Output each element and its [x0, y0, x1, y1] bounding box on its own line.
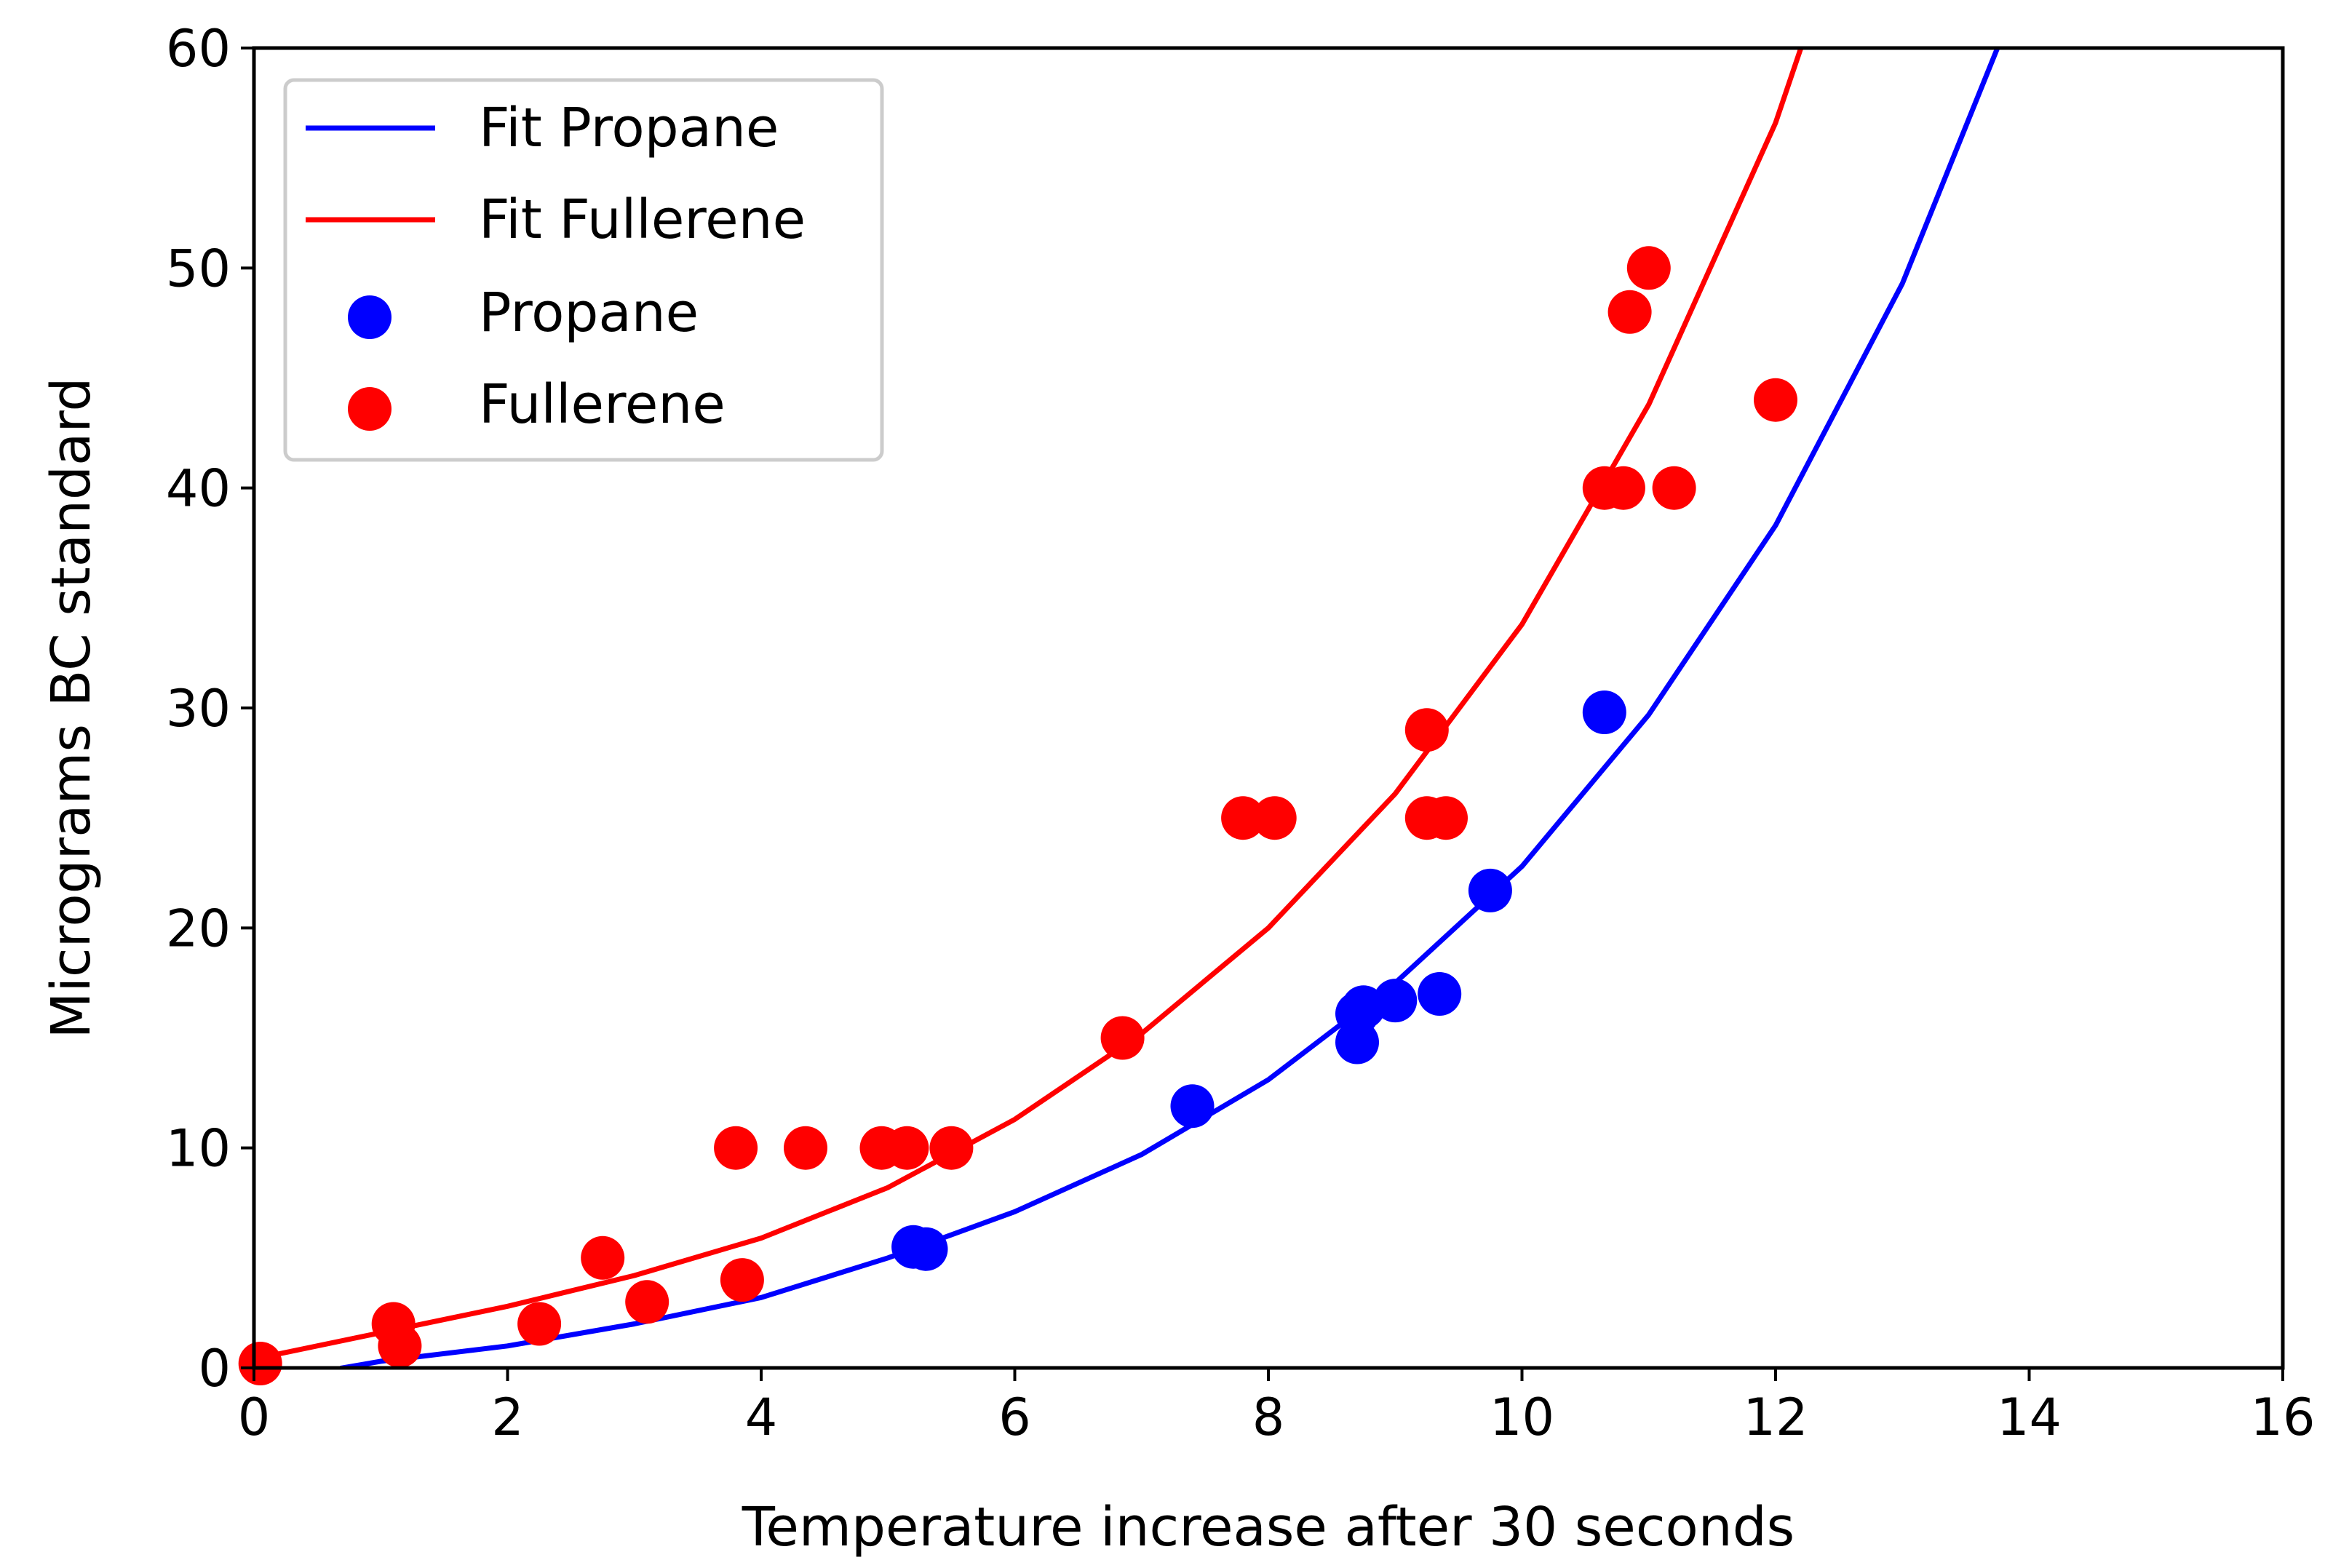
- y-tick-label: 40: [166, 459, 231, 519]
- legend-label-fit-propane: Fit Propane: [479, 97, 779, 159]
- y-axis-ticks: 0 10 20 30 40 50 60: [166, 19, 254, 1398]
- series-line-fit-fullerene: [254, 48, 1804, 1362]
- x-tick-label: 16: [2250, 1388, 2315, 1447]
- y-tick-label: 0: [198, 1339, 231, 1398]
- x-tick-label: 10: [1490, 1388, 1554, 1447]
- legend: Fit Propane Fit Fullerene Propane Fuller…: [283, 78, 884, 462]
- data-point-fullerene: [720, 1258, 764, 1302]
- x-tick-label: 8: [1252, 1388, 1285, 1447]
- x-tick-label: 6: [998, 1388, 1031, 1447]
- x-axis-label: Temperature increase after 30 seconds: [742, 1496, 1795, 1559]
- y-tick-label: 20: [166, 899, 231, 958]
- data-point-propane: [1582, 691, 1626, 734]
- data-point-propane: [1170, 1084, 1215, 1129]
- x-axis-ticks: 0 2 4 6 8 10 12 14 16: [238, 1368, 2316, 1447]
- data-point-fullerene: [238, 1342, 282, 1385]
- data-point-propane: [1418, 972, 1462, 1016]
- data-point-fullerene: [1601, 466, 1645, 510]
- data-point-fullerene: [517, 1302, 562, 1346]
- data-point-fullerene: [1754, 378, 1797, 422]
- data-point-fullerene: [1626, 246, 1671, 290]
- data-point-fullerene: [1652, 466, 1696, 510]
- legend-label-fit-fullerene: Fit Fullerene: [479, 188, 806, 251]
- data-point-propane: [904, 1227, 948, 1271]
- scatter-points: [238, 246, 1797, 1385]
- legend-box: [283, 78, 884, 462]
- data-point-propane: [1468, 868, 1512, 912]
- data-point-fullerene: [885, 1126, 929, 1170]
- y-tick-label: 60: [166, 19, 231, 79]
- data-point-propane: [1335, 1020, 1379, 1064]
- x-tick-label: 0: [238, 1388, 271, 1447]
- data-point-fullerene: [378, 1324, 422, 1368]
- y-tick-label: 50: [166, 239, 231, 298]
- data-point-fullerene: [1607, 290, 1652, 334]
- legend-swatch-propane: [348, 295, 392, 339]
- data-point-fullerene: [1100, 1016, 1145, 1060]
- y-tick-label: 30: [166, 679, 231, 739]
- y-axis-label: Micrograms BC standard: [40, 378, 103, 1039]
- x-tick-label: 2: [491, 1388, 524, 1447]
- data-point-fullerene: [581, 1235, 625, 1280]
- y-tick-label: 10: [166, 1119, 231, 1179]
- data-point-fullerene: [1252, 796, 1297, 840]
- data-point-fullerene: [1404, 708, 1449, 752]
- data-point-fullerene: [625, 1280, 669, 1324]
- data-point-propane: [1373, 979, 1418, 1023]
- legend-label-fullerene: Fullerene: [479, 373, 726, 436]
- x-tick-label: 12: [1743, 1388, 1808, 1447]
- data-point-fullerene: [784, 1126, 827, 1170]
- x-tick-label: 4: [745, 1388, 778, 1447]
- legend-swatch-fullerene: [348, 387, 392, 431]
- data-point-fullerene: [714, 1126, 758, 1170]
- x-tick-label: 14: [1997, 1388, 2062, 1447]
- data-point-fullerene: [929, 1126, 974, 1170]
- legend-label-propane: Propane: [479, 282, 699, 344]
- data-point-fullerene: [1424, 796, 1468, 840]
- data-point-fullerene: [1221, 796, 1265, 840]
